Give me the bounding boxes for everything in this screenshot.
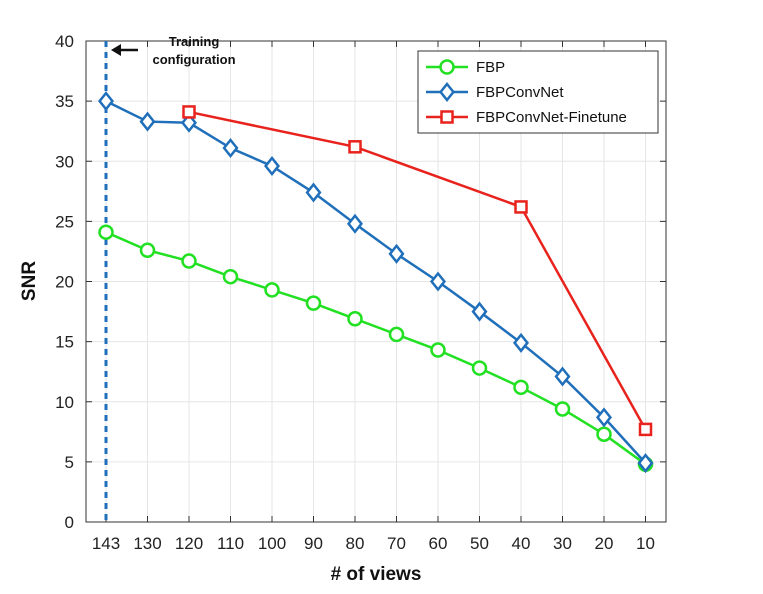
training-annotation: Training configuration (104, 34, 236, 522)
data-point-fbpconvnet (388, 243, 405, 264)
x-tick-label: 50 (470, 534, 489, 553)
series-fbpconvnet-finetune (182, 105, 653, 437)
data-point-fbp (388, 326, 405, 343)
legend: FBP FBPConvNet FBPConvNet-Finetune (417, 50, 659, 134)
series-fbpconvnet (97, 91, 654, 474)
data-point-fbpconvnet-finetune (182, 105, 196, 119)
x-tick-label: 80 (346, 534, 365, 553)
legend-marker-fbp (439, 59, 455, 75)
axes (85, 40, 667, 523)
annotation-text-line2: configuration (152, 52, 235, 67)
x-tick-label: 20 (595, 534, 614, 553)
series-line-fbpconvnet-finetune (188, 110, 647, 431)
axes-frame (85, 40, 667, 523)
data-point-fbpconvnet (97, 91, 115, 112)
data-point-fbpconvnet-finetune (514, 200, 528, 214)
y-tick-label: 15 (55, 333, 74, 352)
data-point-fbp (181, 253, 197, 269)
y-tick-label: 10 (55, 393, 74, 412)
series-line-fbpconvnet (105, 100, 647, 464)
x-tick-label: 40 (512, 534, 531, 553)
data-point-fbp (347, 311, 363, 327)
data-point-fbp (139, 242, 156, 258)
data-point-fbpconvnet (305, 182, 322, 203)
y-tick-label: 0 (65, 513, 74, 532)
data-point-fbpconvnet (263, 156, 281, 177)
y-tick-label: 5 (65, 453, 74, 472)
annotation-text-line1: Training (169, 34, 220, 49)
data-point-fbp (98, 224, 114, 240)
data-point-fbp (264, 282, 280, 298)
legend-marker-fbpconvnet-finetune (440, 110, 454, 124)
x-tick-label: 100 (258, 534, 286, 553)
data-point-fbpconvnet (512, 332, 530, 353)
data-point-fbp (554, 401, 571, 417)
x-axis-title: # of views (331, 564, 422, 585)
data-point-fbp (596, 426, 612, 442)
data-point-fbp (430, 342, 446, 358)
x-tick-label: 120 (175, 534, 203, 553)
data-point-fbpconvnet (429, 271, 447, 292)
data-point-fbpconvnet (346, 213, 364, 234)
data-point-fbpconvnet (222, 138, 239, 159)
legend-label-fbpconvnet-finetune: FBPConvNet-Finetune (476, 109, 627, 126)
data-point-fbpconvnet-finetune (348, 140, 362, 154)
y-tick-label: 20 (55, 273, 74, 292)
y-tick-label: 30 (55, 152, 74, 171)
data-point-fbp (513, 379, 529, 396)
x-tick-label: 143 (92, 534, 120, 553)
x-tick-label: 70 (387, 534, 406, 553)
y-tick-label: 25 (55, 212, 74, 231)
x-tick-label: 60 (429, 534, 448, 553)
data-point-fbp (305, 295, 322, 311)
y-tick-label: 35 (55, 92, 74, 111)
x-tick-label: 10 (636, 534, 655, 553)
x-tick-label: 90 (304, 534, 323, 553)
x-tick-label: 110 (217, 534, 244, 553)
legend-label-fbpconvnet: FBPConvNet (476, 84, 564, 101)
series-layer (97, 91, 654, 474)
x-tick-label: 130 (133, 534, 161, 553)
data-point-fbpconvnet (595, 407, 613, 428)
data-point-fbpconvnet (139, 111, 156, 132)
data-point-fbp (471, 360, 488, 376)
y-tick-label: 40 (55, 32, 74, 51)
legend-label-fbp: FBP (476, 59, 505, 76)
data-point-fbp (222, 268, 239, 285)
y-tick-labels: 0 5 10 15 20 25 30 35 40 (55, 32, 74, 532)
annotation-arrow-icon (111, 44, 121, 56)
data-point-fbpconvnet (554, 366, 571, 387)
data-point-fbpconvnet-finetune (638, 422, 653, 437)
x-tick-label: 30 (553, 534, 572, 553)
data-point-fbpconvnet (471, 301, 488, 322)
data-point-fbpconvnet (180, 112, 198, 133)
y-axis-title: SNR (19, 261, 40, 301)
legend-marker-fbpconvnet (438, 81, 456, 103)
x-tick-labels: 143 130 120 110 100 90 80 70 60 50 40 30 20 10 (92, 534, 655, 553)
data-point-fbpconvnet (637, 453, 654, 474)
